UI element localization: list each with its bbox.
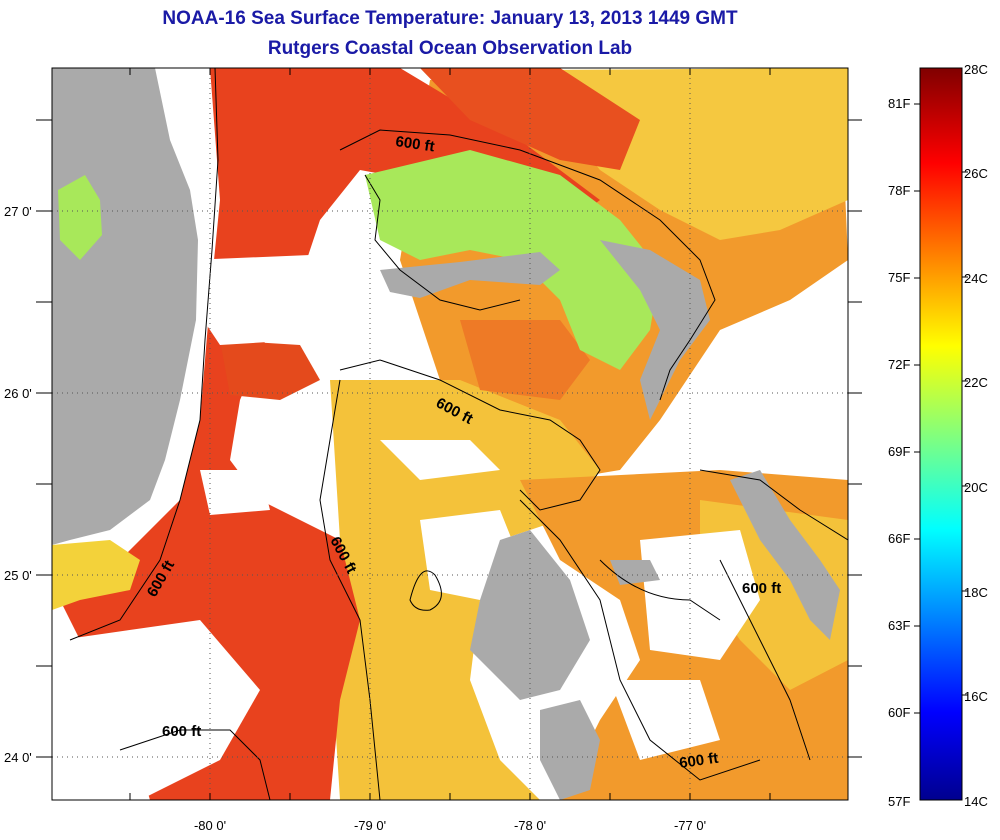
contour-label: 600 ft <box>394 133 435 155</box>
cloud-patch <box>200 470 270 515</box>
colorbar-c-label: 22C <box>964 375 988 390</box>
colorbar-f-label: 81F <box>888 96 910 111</box>
map-ticks <box>36 68 862 800</box>
sst-map: 600 ft 600 ft 600 ft 600 ft 600 ft 600 f… <box>52 68 848 800</box>
colorbar-f-label: 66F <box>888 531 910 546</box>
colorbar-c-label: 28C <box>964 62 988 77</box>
lat-label: 26 0' <box>4 386 32 401</box>
cloud-patch <box>700 390 848 470</box>
isobath-600ft <box>119 729 271 800</box>
cloud-patch <box>380 440 500 480</box>
cloud-patch <box>610 680 720 760</box>
little-bahama-bank <box>365 150 660 370</box>
isobath-600ft <box>319 379 381 800</box>
colorbar-f-label: 60F <box>888 705 910 720</box>
colorbar-ticks <box>914 103 968 714</box>
isobath-600ft <box>719 559 811 761</box>
colorbar <box>919 67 963 801</box>
map-subtitle: Rutgers Coastal Ocean Observation Lab <box>267 38 633 59</box>
isobath-600ft <box>699 469 848 541</box>
lat-label: 25 0' <box>4 568 32 583</box>
cloud-patch <box>190 255 330 345</box>
lat-label: 27 0' <box>4 204 32 219</box>
contour-label: 600 ft <box>742 580 781 597</box>
isobath-600ft <box>69 68 219 641</box>
andros-south <box>540 700 600 800</box>
lon-label: -78 0' <box>514 818 546 833</box>
lon-label: -79 0' <box>354 818 386 833</box>
grand-bahama-island <box>380 252 560 298</box>
map-title: NOAA-16 Sea Surface Temperature: January… <box>162 8 738 29</box>
eleuthera-island <box>730 470 840 640</box>
colorbar-f-label: 57F <box>888 794 910 809</box>
colorbar-f-label: 63F <box>888 618 910 633</box>
abaco-island <box>600 240 710 420</box>
colorbar-f-label: 72F <box>888 357 910 372</box>
colorbar-c-label: 18C <box>964 585 988 600</box>
isobath-600ft <box>599 559 721 621</box>
isobath-600ft <box>339 359 601 511</box>
isobath-600ft <box>364 174 521 311</box>
lon-label: -77 0' <box>674 818 706 833</box>
colorbar-f-label: 75F <box>888 270 910 285</box>
contour-label: 600 ft <box>162 723 201 740</box>
cloud-patch <box>60 620 260 800</box>
lake-okeechobee <box>58 175 102 260</box>
lat-label: 24 0' <box>4 750 32 765</box>
isobath-600ft <box>339 129 716 401</box>
map-grid <box>52 68 848 800</box>
sst-red-patch <box>220 340 320 400</box>
sst-gulf-stream <box>60 68 600 800</box>
contour-label: 600 ft <box>678 750 719 772</box>
colorbar-c-label: 20C <box>964 480 988 495</box>
florida-keys <box>52 540 140 610</box>
andros-island <box>470 530 590 700</box>
colorbar-c-label: 26C <box>964 166 988 181</box>
isobath-600ft <box>409 570 442 611</box>
colorbar-c-label: 16C <box>964 689 988 704</box>
colorbar-c-label: 14C <box>964 794 988 809</box>
sst-orange-mid <box>460 320 590 400</box>
cloud-patch <box>640 530 760 660</box>
isobath-600ft <box>519 499 761 781</box>
colorbar-f-label: 69F <box>888 444 910 459</box>
colorbar-f-label: 78F <box>888 183 910 198</box>
colorbar-c-label: 24C <box>964 271 988 286</box>
lon-label: -80 0' <box>194 818 226 833</box>
